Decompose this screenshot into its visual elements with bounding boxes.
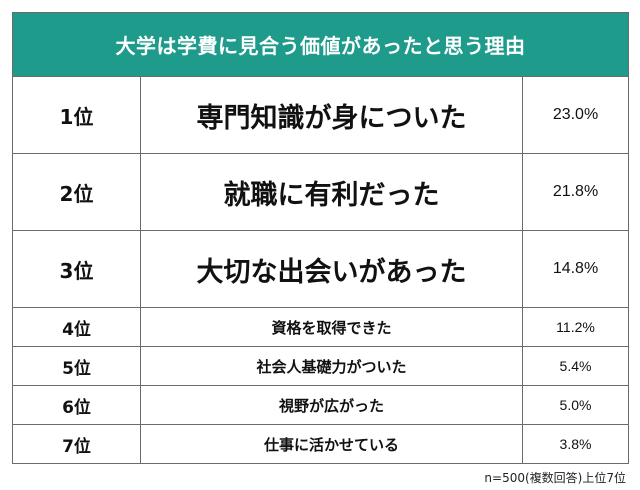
table-title: 大学は学費に見合う価値があったと思う理由 (12, 12, 629, 77)
rank-label: 6位 (12, 385, 141, 425)
reason-label: 視野が広がった (140, 385, 523, 425)
table-row: 5位 社会人基礎力がついた 5.4% (12, 346, 629, 386)
ranking-table: 大学は学費に見合う価値があったと思う理由 1位 専門知識が身についた 23.0%… (12, 12, 629, 464)
table-row: 6位 視野が広がった 5.0% (12, 385, 629, 425)
table-row: 3位 大切な出会いがあった 14.8% (12, 230, 629, 308)
sample-note: n=500(複数回答)上位7位 (484, 471, 626, 485)
reason-label: 就職に有利だった (140, 153, 523, 231)
rank-label: 7位 (12, 424, 141, 464)
reason-label: 仕事に活かせている (140, 424, 523, 464)
percentage-value: 23.0% (522, 76, 629, 154)
reason-label: 大切な出会いがあった (140, 230, 523, 308)
percentage-value: 21.8% (522, 153, 629, 231)
table-header-row: 大学は学費に見合う価値があったと思う理由 (12, 12, 629, 77)
reason-label: 社会人基礎力がついた (140, 346, 523, 386)
rank-label: 1位 (12, 76, 141, 154)
rank-label: 2位 (12, 153, 141, 231)
reason-label: 専門知識が身についた (140, 76, 523, 154)
percentage-value: 5.4% (522, 346, 629, 386)
percentage-value: 5.0% (522, 385, 629, 425)
rank-label: 5位 (12, 346, 141, 386)
percentage-value: 3.8% (522, 424, 629, 464)
table-row: 1位 専門知識が身についた 23.0% (12, 76, 629, 154)
table-row: 7位 仕事に活かせている 3.8% (12, 424, 629, 464)
table-row: 2位 就職に有利だった 21.8% (12, 153, 629, 231)
rank-label: 3位 (12, 230, 141, 308)
percentage-value: 11.2% (522, 307, 629, 347)
percentage-value: 14.8% (522, 230, 629, 308)
rank-label: 4位 (12, 307, 141, 347)
reason-label: 資格を取得できた (140, 307, 523, 347)
table-row: 4位 資格を取得できた 11.2% (12, 307, 629, 347)
